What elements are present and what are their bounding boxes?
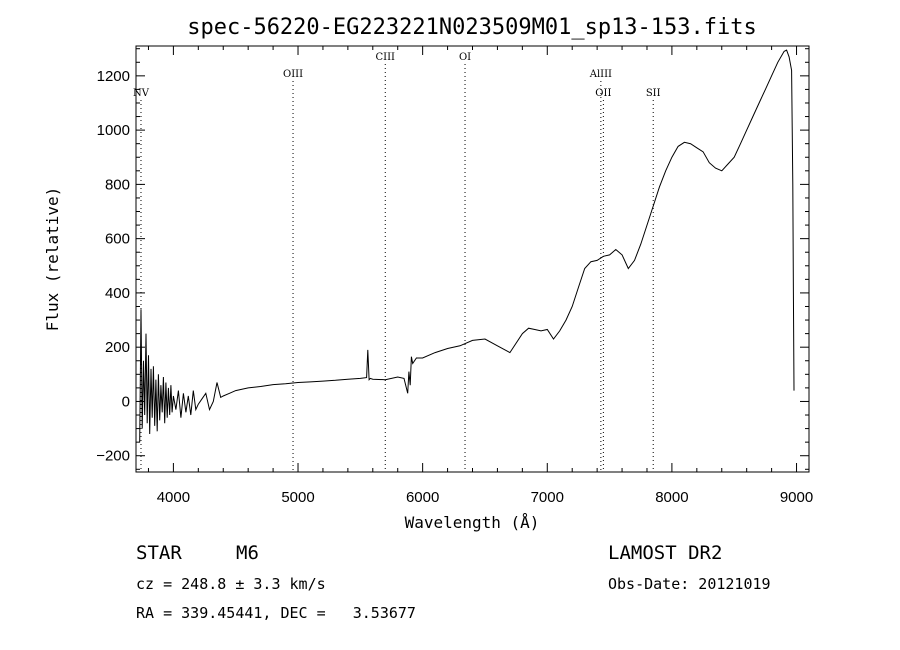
marker-label: OIII (283, 69, 303, 80)
y-tick-label: 600 (105, 231, 130, 248)
y-tick-label: 800 (105, 176, 130, 193)
marker-label: OI (459, 52, 471, 63)
marker-label: OII (595, 88, 611, 99)
y-axis: −200 0 200 400 600 800 1000 1200 (96, 48, 809, 470)
plot-frame (135, 45, 810, 473)
x-axis-label: Wavelength (Å) (405, 513, 540, 532)
y-axis-label: Flux (relative) (43, 187, 62, 332)
marker-label: AlIII (589, 69, 612, 80)
line-markers: NV OIII CIII OI AlIII OII SII (133, 52, 661, 472)
y-tick-label: 200 (105, 339, 130, 356)
chart-title: spec-56220-EG223221N023509M01_sp13-153.f… (187, 15, 757, 40)
y-tick-label: 1200 (97, 68, 130, 85)
x-tick-label: 6000 (406, 489, 439, 506)
spectrum-line (139, 49, 795, 443)
marker-label: SII (646, 88, 661, 99)
marker-label: CIII (376, 52, 396, 63)
object-subclass: M6 (236, 542, 259, 564)
coordinates: RA = 339.45441, DEC = 3.53677 (136, 604, 416, 622)
observation-date: Obs-Date: 20121019 (608, 575, 771, 593)
x-tick-label: 7000 (531, 489, 564, 506)
x-tick-label: 8000 (655, 489, 688, 506)
marker-label: NV (133, 88, 150, 99)
x-axis: 4000 5000 6000 7000 8000 9000 (147, 46, 813, 506)
y-tick-label: 400 (105, 285, 130, 302)
y-tick-label: 1000 (97, 122, 130, 139)
y-tick-label: −200 (96, 448, 130, 465)
redshift-value: cz = 248.8 ± 3.3 km/s (136, 575, 326, 593)
y-tick-label: 0 (122, 393, 130, 410)
x-tick-label: 9000 (780, 489, 813, 506)
object-type: STAR (136, 542, 182, 564)
x-tick-label: 5000 (281, 489, 314, 506)
x-tick-label: 4000 (157, 489, 190, 506)
survey-name: LAMOST DR2 (608, 542, 723, 564)
